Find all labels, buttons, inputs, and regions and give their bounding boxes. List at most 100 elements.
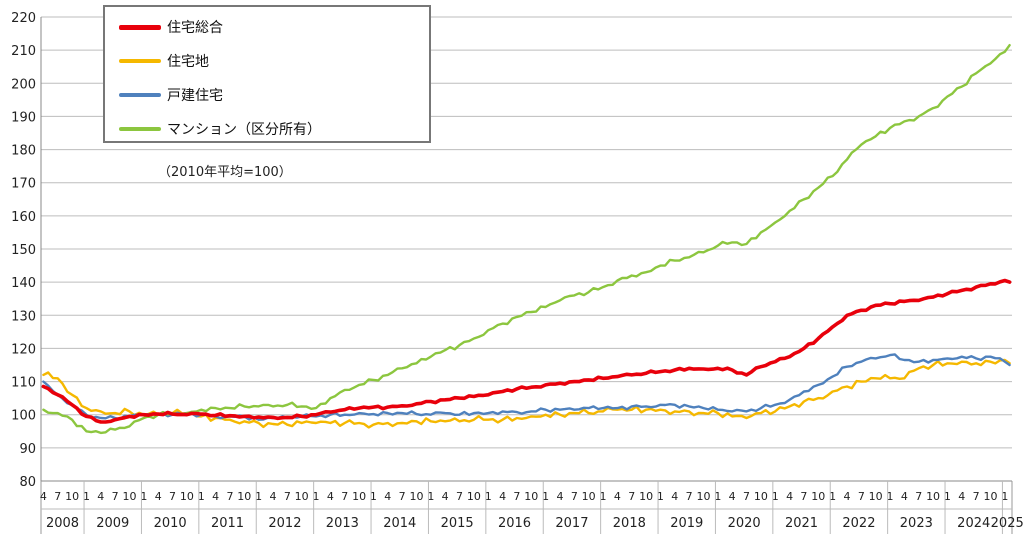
year-label: 2010 — [154, 516, 187, 531]
y-tick-label: 210 — [11, 44, 36, 59]
month-tick-label: 1 — [140, 490, 147, 503]
y-tick-label: 180 — [11, 144, 36, 159]
series-lines — [41, 44, 1012, 435]
month-tick-label: 10 — [467, 490, 481, 503]
year-label: 2023 — [900, 516, 933, 531]
legend-swatch-detached — [119, 93, 161, 97]
month-tick-label: 7 — [284, 490, 291, 503]
legend-item-condo: マンション（区分所有） — [119, 119, 321, 139]
y-tick-label: 200 — [11, 77, 36, 92]
month-tick-label: 4 — [901, 490, 908, 503]
month-tick-label: 4 — [958, 490, 965, 503]
legend-item-total: 住宅総合 — [119, 17, 223, 37]
month-tick-label: 7 — [571, 490, 578, 503]
series-line-total — [41, 278, 1012, 424]
y-tick-label: 160 — [11, 210, 36, 225]
year-label: 2022 — [842, 516, 875, 531]
month-tick-label: 10 — [65, 490, 79, 503]
legend-swatch-total — [119, 24, 161, 30]
y-tick-label: 80 — [19, 475, 36, 490]
year-label: 2012 — [268, 516, 301, 531]
year-label: 2013 — [326, 516, 359, 531]
month-tick-label: 7 — [628, 490, 635, 503]
month-tick-label: 10 — [352, 490, 366, 503]
month-tick-label: 7 — [456, 490, 463, 503]
month-tick-label: 1 — [255, 490, 262, 503]
x-axis: 4 7 10 1 4 7 10 1 4 7 10 1 4 7 10 1 4 7 10 1 4 7 10 1 4 7 10 1 4 7 10 1… — [40, 481, 1024, 534]
month-tick-label: 1 — [714, 490, 721, 503]
year-label: 2015 — [441, 516, 474, 531]
legend-label-land: 住宅地 — [167, 54, 209, 70]
month-tick-label: 1 — [198, 490, 205, 503]
month-tick-label: 1 — [542, 490, 549, 503]
month-tick-label: 7 — [686, 490, 693, 503]
legend-item-land: 住宅地 — [119, 51, 209, 71]
legend-label-detached: 戸建住宅 — [167, 88, 223, 104]
month-tick-label: 7 — [800, 490, 807, 503]
month-tick-label: 4 — [729, 490, 736, 503]
month-tick-label: 7 — [169, 490, 176, 503]
month-tick-label: 4 — [155, 490, 162, 503]
month-tick-label: 1 — [600, 490, 607, 503]
year-label: 2024 — [957, 516, 990, 531]
month-tick-label: 1 — [427, 490, 434, 503]
month-tick-label: 1 — [1001, 490, 1008, 503]
y-tick-label: 220 — [11, 11, 36, 26]
month-tick-label: 4 — [212, 490, 219, 503]
legend-swatch-land — [119, 59, 161, 63]
month-tick-label: 4 — [671, 490, 678, 503]
month-tick-label: 7 — [858, 490, 865, 503]
year-label: 2009 — [96, 516, 129, 531]
month-tick-label: 10 — [295, 490, 309, 503]
month-tick-label: 4 — [614, 490, 621, 503]
year-label: 2008 — [46, 516, 79, 531]
month-tick-label: 10 — [582, 490, 596, 503]
legend-label-total: 住宅総合 — [167, 20, 223, 36]
y-tick-label: 170 — [11, 177, 36, 192]
month-tick-label: 4 — [97, 490, 104, 503]
year-label: 2020 — [728, 516, 761, 531]
month-tick-label: 7 — [226, 490, 233, 503]
month-tick-label: 7 — [915, 490, 922, 503]
month-tick-label: 4 — [843, 490, 850, 503]
month-tick-label: 10 — [122, 490, 136, 503]
series-line-condo — [42, 44, 1011, 435]
month-tick-label: 10 — [180, 490, 194, 503]
month-tick-label: 1 — [485, 490, 492, 503]
month-tick-label: 1 — [313, 490, 320, 503]
month-tick-label: 10 — [811, 490, 825, 503]
year-label: 2021 — [785, 516, 818, 531]
month-tick-label: 7 — [743, 490, 750, 503]
month-tick-label: 4 — [442, 490, 449, 503]
y-tick-label: 190 — [11, 110, 36, 125]
month-tick-label: 10 — [869, 490, 883, 503]
month-tick-label: 7 — [341, 490, 348, 503]
y-tick-label: 140 — [11, 276, 36, 291]
year-label: 2017 — [555, 516, 588, 531]
month-tick-label: 1 — [83, 490, 90, 503]
legend-swatch-condo — [119, 127, 161, 131]
month-tick-label: 1 — [772, 490, 779, 503]
legend-item-detached: 戸建住宅 — [119, 85, 223, 105]
month-tick-label: 7 — [513, 490, 520, 503]
legend-label-condo: マンション（区分所有） — [167, 122, 321, 138]
month-tick-label: 4 — [786, 490, 793, 503]
month-tick-label: 7 — [973, 490, 980, 503]
y-tick-label: 130 — [11, 309, 36, 324]
month-tick-label: 1 — [944, 490, 951, 503]
y-tick-label: 100 — [11, 409, 36, 424]
year-label: 2016 — [498, 516, 531, 531]
year-label: 2019 — [670, 516, 703, 531]
month-tick-label: 7 — [54, 490, 61, 503]
month-tick-label: 10 — [754, 490, 768, 503]
month-tick-label: 4 — [499, 490, 506, 503]
month-tick-label: 10 — [409, 490, 423, 503]
month-tick-label: 10 — [524, 490, 538, 503]
month-tick-label: 7 — [399, 490, 406, 503]
month-tick-label: 4 — [384, 490, 391, 503]
y-tick-label: 150 — [11, 243, 36, 258]
month-tick-label: 4 — [556, 490, 563, 503]
month-tick-label: 10 — [639, 490, 653, 503]
month-tick-label: 4 — [327, 490, 334, 503]
month-tick-label: 1 — [657, 490, 664, 503]
